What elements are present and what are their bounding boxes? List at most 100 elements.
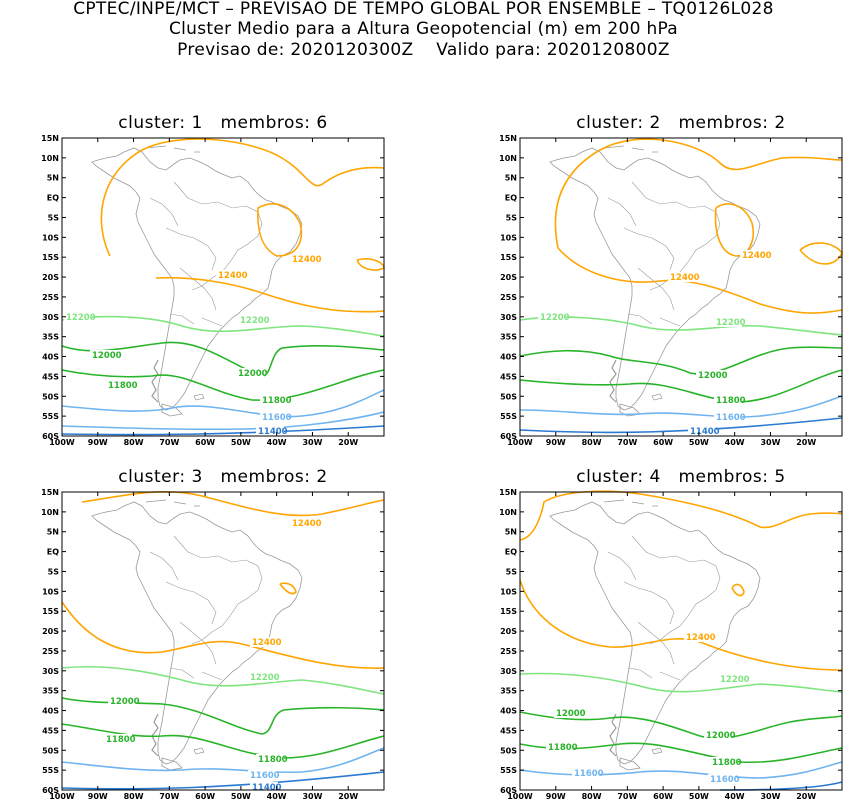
header-dates: Previsao de: 2020120300Z Valido para: 20…: [0, 41, 847, 60]
lon-tick-label: 30W: [760, 792, 780, 801]
contour-label-12000: 12000: [706, 731, 736, 741]
contour-label-11800: 11800: [106, 735, 136, 745]
contour-label-12200: 12200: [716, 318, 746, 328]
lat-tick-label: 45S: [500, 372, 517, 381]
panel-2-title: cluster: 2 membros: 2: [516, 113, 846, 133]
lon-tick-label: 50W: [689, 792, 709, 801]
lon-tick-label: 50W: [231, 438, 251, 447]
contour-label-11800: 11800: [548, 743, 578, 753]
lon-tick-label: 20W: [338, 438, 358, 447]
contour-label-bg: [256, 754, 284, 764]
lat-tick-label: 15N: [499, 488, 517, 497]
contour-11600-7: [61, 747, 385, 774]
contour-label-bg: [250, 637, 278, 647]
contour-12400-1: [519, 490, 843, 541]
lon-tick-label: 20W: [796, 438, 816, 447]
lat-tick-label: 20S: [500, 627, 517, 636]
lon-tick-label: 100W: [507, 792, 533, 801]
lat-tick-label: 30S: [500, 667, 517, 676]
contour-12400-1: [554, 138, 843, 249]
map-content: 12400 12400 12200 12000 11800 11800 11600 11400: [61, 490, 385, 793]
lat-tick-label: 10N: [41, 154, 59, 163]
contour-label-bg: [236, 368, 264, 378]
lat-tick-label: 30S: [42, 667, 59, 676]
contour-12400-2: [257, 203, 303, 257]
contour-label-bg: [90, 350, 118, 360]
contour-label-12000: 12000: [556, 709, 586, 719]
contour-11600-7: [519, 761, 843, 779]
lat-tick-label: 25S: [500, 647, 517, 656]
lat-tick-label: 5N: [505, 174, 517, 183]
contour-label-bg: [554, 708, 582, 718]
lat-tick-label: 35S: [42, 687, 59, 696]
contour-label-12000: 12000: [238, 369, 268, 379]
map-content: 12400 12400 12200 12200 12000 11800 11600 11400: [519, 138, 843, 437]
contour-label-12400: 12400: [686, 633, 716, 643]
lat-tick-label: 55S: [500, 412, 517, 421]
contour-12400-3: [519, 579, 843, 671]
contour-label-11400: 11400: [252, 783, 282, 793]
contour-label-bg: [546, 742, 574, 752]
contour-label-bg: [688, 426, 716, 436]
contour-label-11600: 11600: [710, 775, 740, 785]
contour-label-12000: 12000: [110, 697, 140, 707]
map-content: 12400 12200 12000 12000 11800 11800 11600 11600: [519, 490, 843, 791]
lon-tick-label: 80W: [582, 438, 602, 447]
header-subtitle: Cluster Medio para a Altura Geopotencial…: [168, 19, 679, 39]
contour-12400-4: [799, 242, 843, 265]
lon-tick-label: 40W: [725, 438, 745, 447]
lat-tick-label: 15S: [42, 253, 59, 262]
land-outline: [91, 145, 303, 417]
contour-label-11800: 11800: [712, 758, 742, 768]
lat-tick-label: 45S: [42, 372, 59, 381]
lat-tick-label: 40S: [42, 707, 59, 716]
contour-label-11400: 11400: [690, 427, 720, 437]
lon-tick-label: 90W: [88, 438, 108, 447]
lat-tick-label: 5S: [48, 567, 60, 576]
contour-label-bg: [538, 312, 566, 322]
lat-tick-label: 50S: [42, 746, 59, 755]
lon-tick-label: 40W: [725, 792, 745, 801]
lat-tick-label: 10N: [499, 508, 517, 517]
contour-12000-5: [519, 711, 843, 739]
contour-12000-6: [519, 346, 843, 375]
lat-tick-label: 10S: [500, 233, 517, 242]
contour-12400-1: [100, 138, 385, 257]
lat-tick-label: 15S: [500, 253, 517, 262]
lon-tick-label: 80W: [124, 792, 144, 801]
contour-label-bg: [668, 272, 696, 282]
contour-label-bg: [108, 696, 136, 706]
panel-2-members: membros: 2: [678, 113, 786, 133]
lon-tick-label: 60W: [653, 438, 673, 447]
lat-tick-label: 5N: [505, 528, 517, 537]
contour-12400-1: [81, 490, 385, 517]
lon-tick-label: 50W: [231, 792, 251, 801]
land-outline: [91, 499, 303, 771]
map-panel-2: 12400 12400 12200 12200 12000 11800 11600 11400…: [499, 134, 843, 447]
contour-label-12400: 12400: [292, 255, 322, 265]
lat-tick-label: EQ: [505, 548, 517, 557]
lon-tick-label: 30W: [302, 792, 322, 801]
contour-label-12400: 12400: [252, 638, 282, 648]
lat-tick-label: 55S: [500, 766, 517, 775]
contour-label-11600: 11600: [574, 769, 604, 779]
lat-tick-label: 15N: [41, 134, 59, 143]
lat-tick-label: EQ: [505, 194, 517, 203]
contour-label-bg: [256, 426, 284, 436]
contour-11800-7: [519, 369, 843, 403]
contour-label-bg: [106, 380, 134, 390]
lat-tick-label: 55S: [42, 766, 59, 775]
land-outline: [549, 499, 761, 771]
contour-label-12200: 12200: [540, 313, 570, 323]
contour-label-bg: [696, 370, 724, 380]
contour-label-11800: 11800: [716, 396, 746, 406]
lat-tick-label: 15S: [500, 607, 517, 616]
contour-label-bg: [708, 774, 736, 784]
lat-tick-label: 40S: [500, 353, 517, 362]
lat-tick-label: 50S: [500, 746, 517, 755]
lat-tick-label: 60S: [500, 786, 517, 795]
contour-label-bg: [260, 395, 288, 405]
panel-1-members: membros: 6: [220, 113, 328, 133]
lat-tick-label: 15N: [41, 488, 59, 497]
contour-12400-3: [61, 601, 385, 669]
